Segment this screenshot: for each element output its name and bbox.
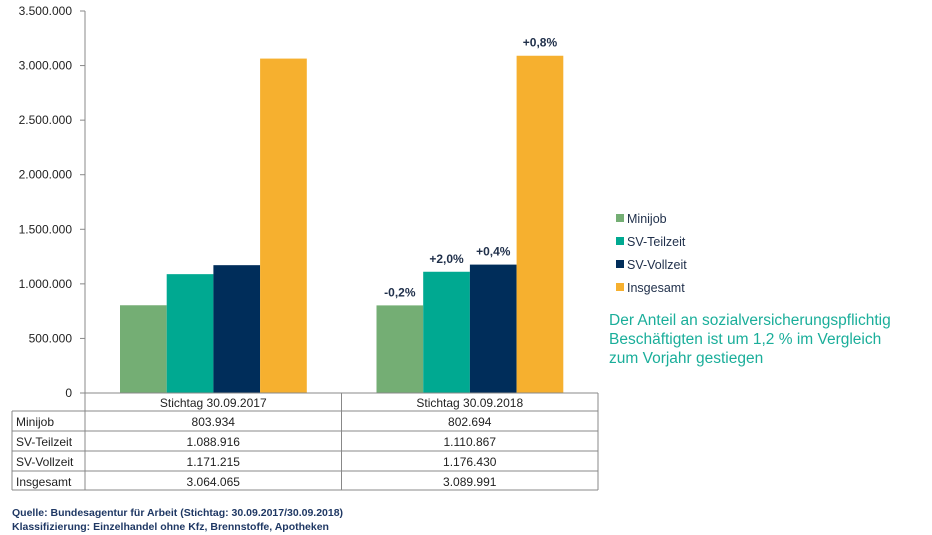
data-label: +0,4% — [476, 245, 511, 259]
table-cell: 3.089.991 — [443, 475, 497, 489]
bar-sv-teilzeit — [166, 274, 214, 393]
bar-sv-teilzeit — [423, 271, 470, 393]
table-row-label: Insgesamt — [16, 475, 72, 489]
legend-swatch — [616, 283, 624, 291]
annotation-note: Der Anteil an sozialversicherungspflicht… — [609, 312, 891, 367]
classification-line: Klassifizierung: Einzelhandel ohne Kfz, … — [12, 521, 329, 533]
bar-sv-vollzeit — [213, 265, 261, 393]
y-tick-label: 2.500.000 — [19, 113, 73, 127]
bar-insgesamt — [260, 58, 307, 393]
y-tick-label: 3.000.000 — [19, 59, 73, 73]
legend-swatch — [616, 260, 624, 268]
table-cell: 802.694 — [448, 415, 492, 429]
table-cell: 1.110.867 — [444, 435, 497, 449]
legend-swatch — [616, 237, 624, 245]
legend-label: SV-Teilzeit — [627, 235, 686, 249]
bar-minijob — [120, 305, 167, 393]
y-tick-label: 0 — [65, 386, 72, 400]
data-label: +0,8% — [523, 36, 558, 50]
bar-sv-vollzeit — [469, 264, 517, 393]
y-tick-label: 3.500.000 — [19, 4, 73, 18]
table-cell: 3.064.065 — [187, 475, 241, 489]
bar-minijob — [376, 305, 424, 393]
table-cell: 803.934 — [192, 415, 236, 429]
y-tick-label: 2.000.000 — [19, 168, 73, 182]
table-cell: 1.176.430 — [443, 455, 497, 469]
legend-label: Minijob — [627, 212, 667, 226]
category-label: Stichtag 30.09.2018 — [416, 396, 523, 410]
data-label: -0,2% — [384, 285, 416, 299]
category-label: Stichtag 30.09.2017 — [160, 396, 267, 410]
bar-insgesamt — [516, 55, 564, 394]
y-tick-label: 1.000.000 — [19, 277, 73, 291]
legend-swatch — [616, 214, 624, 222]
legend-label: SV-Vollzeit — [627, 258, 687, 272]
table-row-label: SV-Vollzeit — [16, 455, 74, 469]
source-line: Quelle: Bundesagentur für Arbeit (Sticht… — [12, 507, 344, 519]
table-cell: 1.088.916 — [187, 435, 241, 449]
table-cell: 1.171.215 — [187, 455, 241, 469]
source-note: Quelle: Bundesagentur für Arbeit (Sticht… — [12, 506, 343, 534]
table-row-label: SV-Teilzeit — [16, 435, 73, 449]
y-tick-label: 500.000 — [29, 331, 73, 345]
legend-label: Insgesamt — [627, 281, 685, 295]
data-label: +2,0% — [429, 252, 464, 266]
y-tick-label: 1.500.000 — [19, 222, 73, 236]
table-row-label: Minijob — [16, 415, 54, 429]
